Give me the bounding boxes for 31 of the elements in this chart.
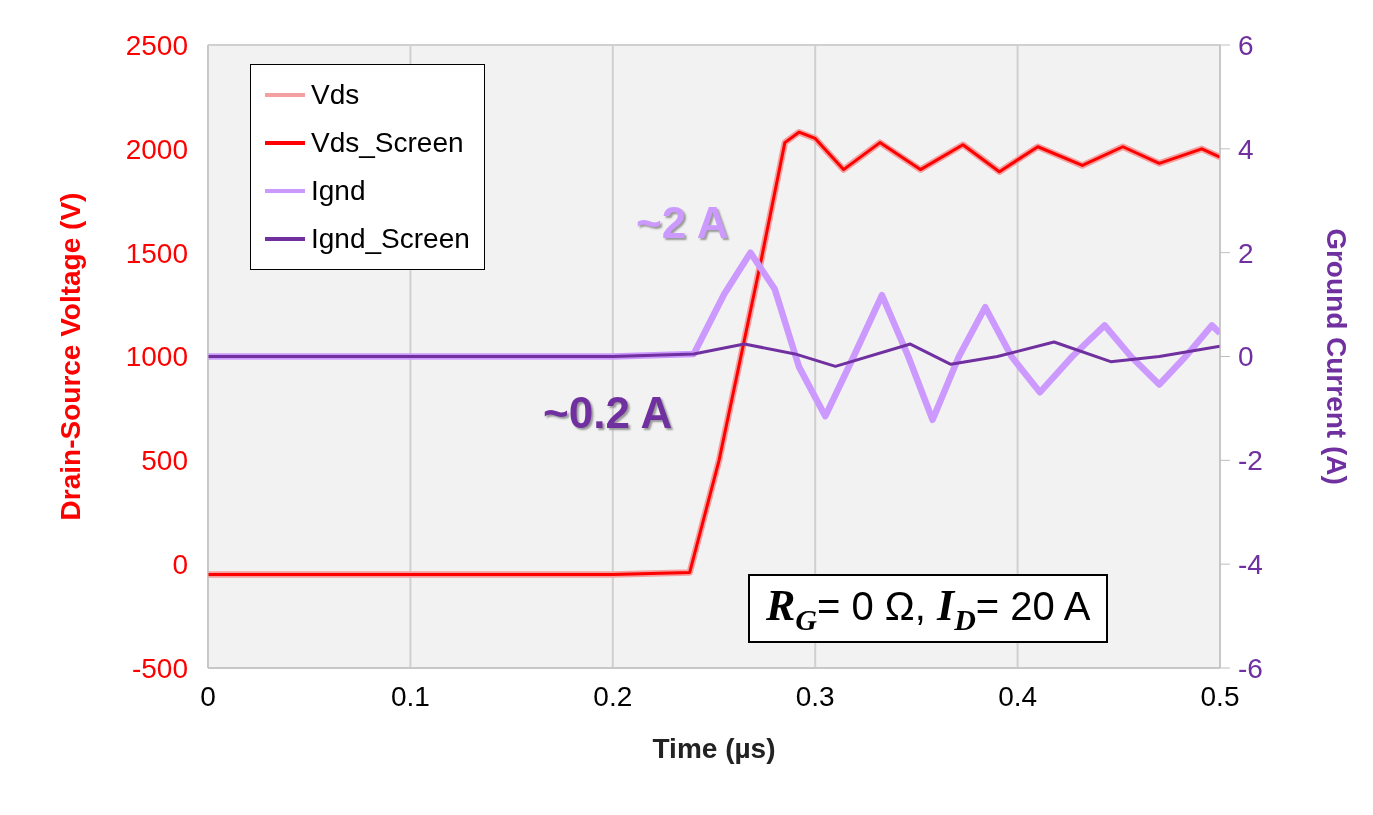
annotation: R$_{G}$= 0 Ω, I$_{D}$= 20 A xyxy=(766,581,1091,636)
y-tick-label: 2500 xyxy=(125,29,188,61)
annotation: ~2 A xyxy=(636,198,729,248)
x-tick-label: 0.4 xyxy=(998,680,1038,712)
x-axis-title: Time (µs) xyxy=(652,733,776,764)
y-tick-label: -500 xyxy=(131,652,188,684)
y2-tick-label: 2 xyxy=(1238,237,1254,269)
y-tick-label: 0 xyxy=(172,549,188,581)
y-tick-label: 1500 xyxy=(125,237,188,269)
y2-tick-label: -4 xyxy=(1238,549,1263,581)
x-tick-label: 0.5 xyxy=(1200,680,1240,712)
legend-label: Ignd xyxy=(311,175,366,207)
line-series xyxy=(208,340,1220,368)
y-tick-label: 1000 xyxy=(125,341,188,373)
y-tick-label: 500 xyxy=(141,445,188,477)
y2-tick-label: 4 xyxy=(1238,133,1254,165)
y2-tick-label: 0 xyxy=(1238,341,1254,373)
legend-label: Vds_Screen xyxy=(311,127,464,159)
x-tick-label: 0.3 xyxy=(795,680,835,712)
y2-tick-label: 6 xyxy=(1238,29,1254,61)
x-tick-label: 0.1 xyxy=(390,680,430,712)
y-axis-title: Drain-Source Voltage (V) xyxy=(54,192,86,521)
annotation: ~0.2 A xyxy=(543,388,673,438)
y2-axis-title: Ground Current (A) xyxy=(1321,228,1353,485)
legend-label: Ignd_Screen xyxy=(311,223,470,255)
y2-tick-label: -2 xyxy=(1238,445,1263,477)
x-tick-label: 0.2 xyxy=(593,680,633,712)
x-tick-label: 0 xyxy=(200,680,216,712)
y-tick-label: 2000 xyxy=(125,133,188,165)
legend-label: Vds xyxy=(311,79,360,111)
y2-tick-label: -6 xyxy=(1238,652,1263,684)
